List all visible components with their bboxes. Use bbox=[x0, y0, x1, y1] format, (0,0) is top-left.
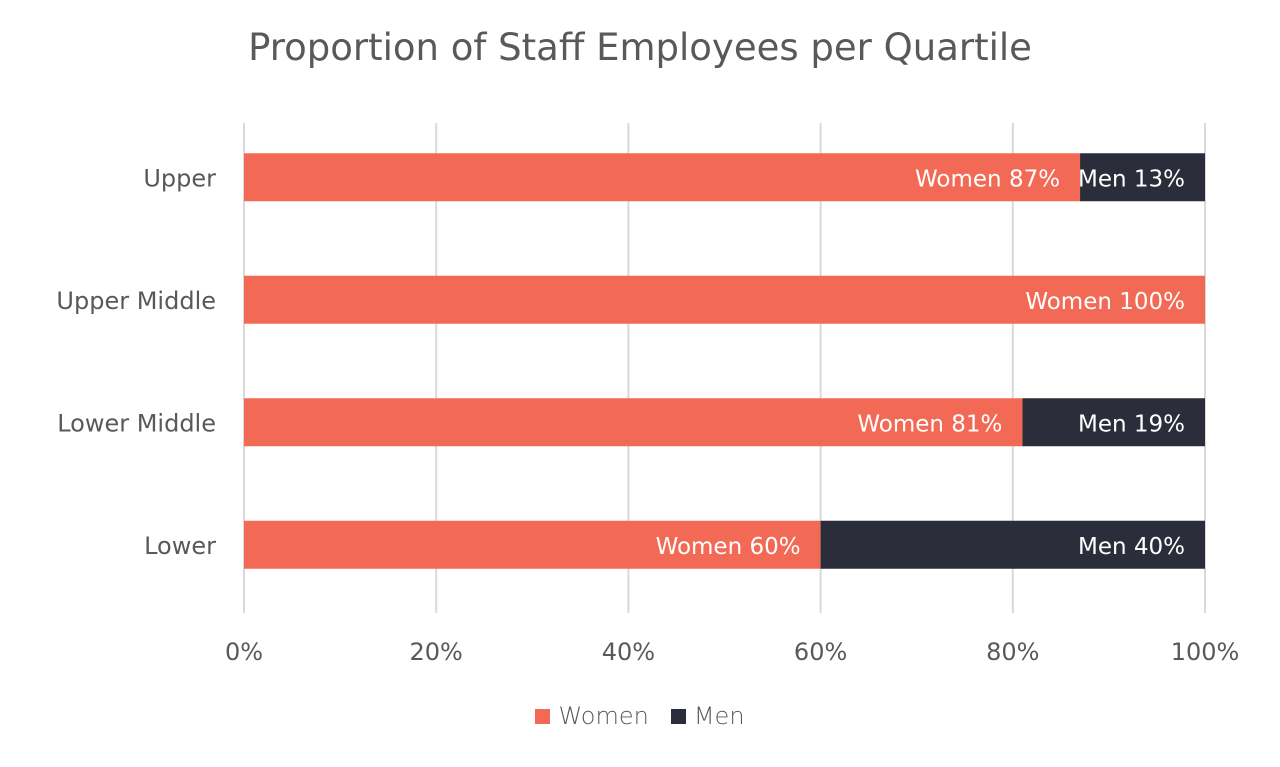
bar-men bbox=[1080, 153, 1205, 202]
y-tick-label: Lower bbox=[144, 532, 216, 560]
legend: Women Men bbox=[0, 702, 1280, 730]
chart-title: Proportion of Staff Employees per Quarti… bbox=[248, 26, 1032, 69]
bar-men bbox=[1022, 398, 1205, 447]
data-label: Women 60% bbox=[656, 534, 801, 560]
bar-women bbox=[244, 398, 1023, 447]
legend-swatch-men bbox=[670, 708, 686, 724]
data-label: Men 19% bbox=[1078, 411, 1185, 437]
x-tick-label: 100% bbox=[1171, 638, 1240, 666]
data-label: Men 40% bbox=[1078, 534, 1185, 560]
data-label: Women 81% bbox=[857, 411, 1002, 437]
x-tick-label: 80% bbox=[986, 638, 1039, 666]
bar-women bbox=[244, 153, 1081, 202]
legend-label-men: Men bbox=[693, 702, 745, 730]
data-label: Women 100% bbox=[1025, 289, 1185, 315]
bar-women bbox=[244, 520, 821, 569]
legend-label-women: Women bbox=[558, 702, 649, 730]
data-label: Women 87% bbox=[915, 166, 1060, 192]
bar-women bbox=[244, 275, 1205, 324]
x-tick-label: 20% bbox=[410, 638, 463, 666]
x-tick-label: 40% bbox=[602, 638, 655, 666]
data-label: Men 13% bbox=[1078, 166, 1185, 192]
x-tick-label: 60% bbox=[794, 638, 847, 666]
y-tick-label: Upper Middle bbox=[56, 287, 216, 315]
x-tick-label: 0% bbox=[225, 638, 263, 666]
bar-men bbox=[820, 520, 1205, 569]
y-tick-label: Upper bbox=[143, 164, 216, 192]
legend-swatch-women bbox=[535, 708, 551, 724]
legend-item-women: Women bbox=[535, 702, 649, 730]
y-tick-label: Lower Middle bbox=[57, 409, 216, 437]
legend-item-men: Men bbox=[670, 702, 745, 730]
